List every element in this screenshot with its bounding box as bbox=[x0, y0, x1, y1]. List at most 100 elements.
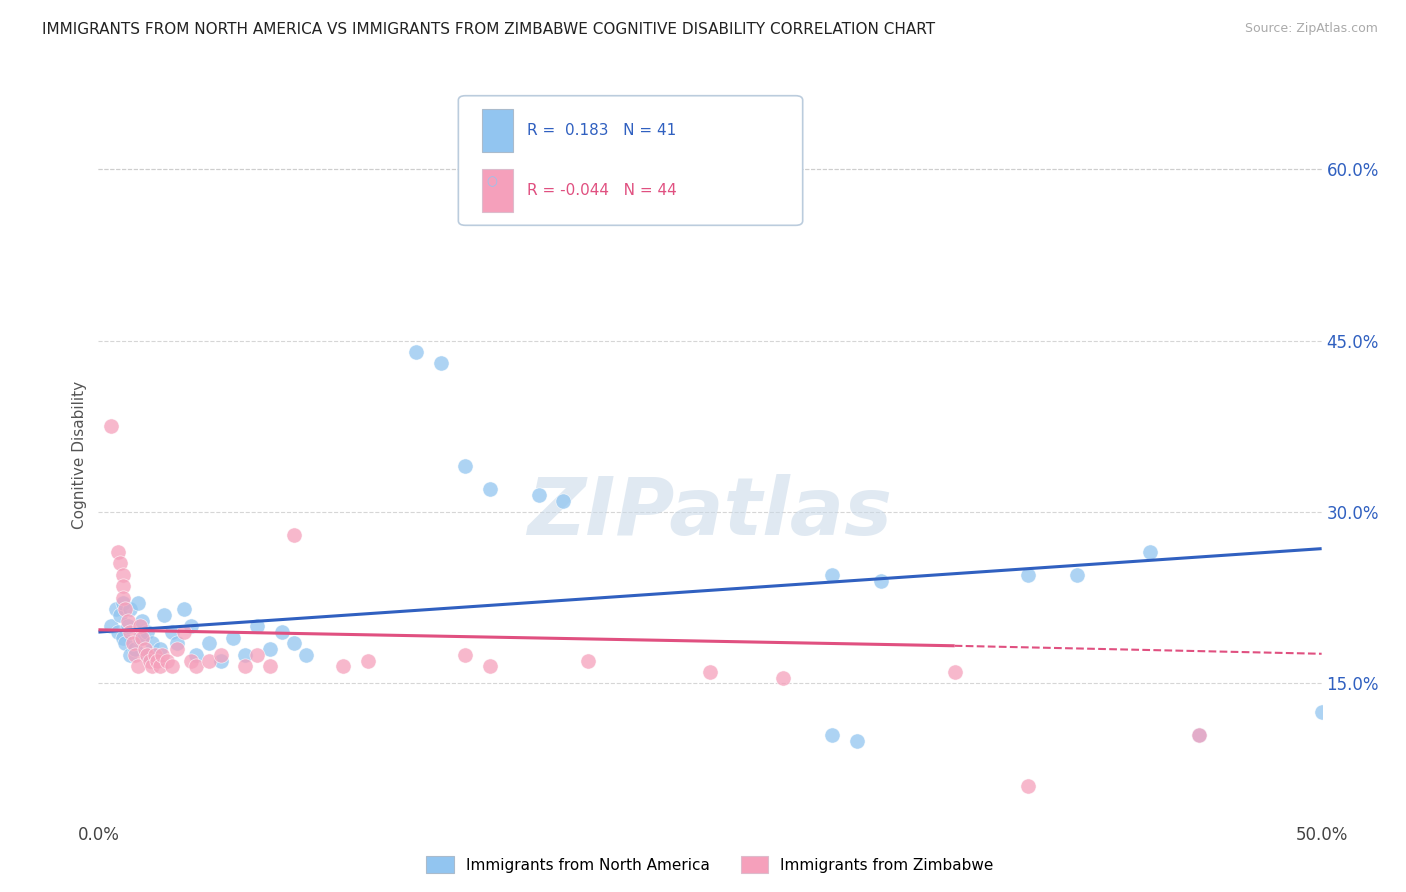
Point bbox=[111, 579, 134, 593]
Point bbox=[430, 356, 453, 371]
Point bbox=[117, 614, 139, 628]
Point bbox=[233, 648, 256, 662]
Point bbox=[141, 636, 163, 650]
Point bbox=[110, 607, 132, 622]
Point bbox=[110, 557, 132, 571]
Point bbox=[283, 636, 305, 650]
Point bbox=[233, 659, 256, 673]
Point bbox=[197, 636, 219, 650]
Point bbox=[772, 671, 794, 685]
Point bbox=[1139, 545, 1161, 559]
Point bbox=[150, 648, 173, 662]
Point bbox=[120, 648, 142, 662]
Point bbox=[149, 642, 172, 657]
Point bbox=[1017, 780, 1039, 794]
Point bbox=[405, 345, 427, 359]
Point bbox=[454, 648, 477, 662]
Point bbox=[180, 619, 202, 633]
Point bbox=[114, 636, 136, 650]
Point bbox=[821, 728, 844, 742]
Point bbox=[136, 625, 159, 640]
Point bbox=[104, 602, 127, 616]
Point bbox=[209, 648, 232, 662]
Point bbox=[160, 625, 183, 640]
Text: IMMIGRANTS FROM NORTH AMERICA VS IMMIGRANTS FROM ZIMBABWE COGNITIVE DISABILITY C: IMMIGRANTS FROM NORTH AMERICA VS IMMIGRA… bbox=[42, 22, 935, 37]
Point bbox=[124, 642, 146, 657]
Point bbox=[576, 654, 599, 668]
Point bbox=[197, 654, 219, 668]
Point bbox=[295, 648, 318, 662]
Point bbox=[246, 619, 269, 633]
Point bbox=[259, 642, 281, 657]
Point bbox=[1017, 568, 1039, 582]
Point bbox=[1188, 728, 1211, 742]
Point bbox=[173, 625, 195, 640]
Point bbox=[100, 419, 122, 434]
Point bbox=[131, 631, 153, 645]
Point bbox=[270, 625, 294, 640]
Point bbox=[1066, 568, 1088, 582]
Text: R =  0.183   N = 41: R = 0.183 N = 41 bbox=[527, 123, 676, 138]
Point bbox=[117, 619, 139, 633]
Point bbox=[146, 654, 169, 668]
Y-axis label: Cognitive Disability: Cognitive Disability bbox=[72, 381, 87, 529]
Point bbox=[136, 648, 159, 662]
Point bbox=[107, 625, 129, 640]
Point bbox=[121, 636, 143, 650]
Point bbox=[111, 568, 134, 582]
Point bbox=[129, 631, 152, 645]
Point bbox=[127, 659, 149, 673]
Point bbox=[283, 528, 305, 542]
Point bbox=[845, 733, 868, 747]
Point bbox=[160, 659, 183, 673]
Point bbox=[114, 602, 136, 616]
Point bbox=[222, 631, 245, 645]
Point bbox=[124, 648, 146, 662]
Point bbox=[478, 659, 501, 673]
Point bbox=[166, 636, 188, 650]
Point bbox=[356, 654, 378, 668]
Text: R = -0.044   N = 44: R = -0.044 N = 44 bbox=[527, 183, 678, 198]
Point bbox=[454, 459, 477, 474]
Text: Source: ZipAtlas.com: Source: ZipAtlas.com bbox=[1244, 22, 1378, 36]
Point bbox=[186, 659, 208, 673]
Point bbox=[111, 631, 134, 645]
Point bbox=[136, 648, 159, 662]
Point bbox=[478, 482, 501, 496]
Point bbox=[246, 648, 269, 662]
Point bbox=[943, 665, 966, 679]
Point bbox=[527, 488, 550, 502]
Point bbox=[120, 602, 142, 616]
Point bbox=[107, 545, 129, 559]
Legend: Immigrants from North America, Immigrants from Zimbabwe: Immigrants from North America, Immigrant… bbox=[420, 850, 1000, 879]
Point bbox=[209, 654, 232, 668]
Point bbox=[131, 614, 153, 628]
Text: ○: ○ bbox=[486, 176, 498, 188]
Point bbox=[821, 568, 844, 582]
Point bbox=[166, 642, 188, 657]
Point bbox=[1310, 705, 1333, 719]
Point bbox=[699, 665, 721, 679]
Point bbox=[111, 597, 134, 611]
Point bbox=[120, 625, 142, 640]
Point bbox=[111, 591, 134, 605]
Point bbox=[186, 648, 208, 662]
Point bbox=[129, 619, 152, 633]
Point bbox=[156, 654, 179, 668]
Point bbox=[143, 648, 166, 662]
Point bbox=[134, 642, 156, 657]
Point bbox=[139, 654, 162, 668]
Point bbox=[870, 574, 893, 588]
Point bbox=[1188, 728, 1211, 742]
Point bbox=[149, 659, 172, 673]
Point bbox=[173, 602, 195, 616]
Point bbox=[127, 597, 149, 611]
Text: ZIPatlas: ZIPatlas bbox=[527, 475, 893, 552]
Point bbox=[259, 659, 281, 673]
Point bbox=[553, 493, 575, 508]
Point bbox=[141, 659, 163, 673]
Point bbox=[100, 619, 122, 633]
Point bbox=[180, 654, 202, 668]
Point bbox=[153, 607, 176, 622]
Point bbox=[332, 659, 354, 673]
